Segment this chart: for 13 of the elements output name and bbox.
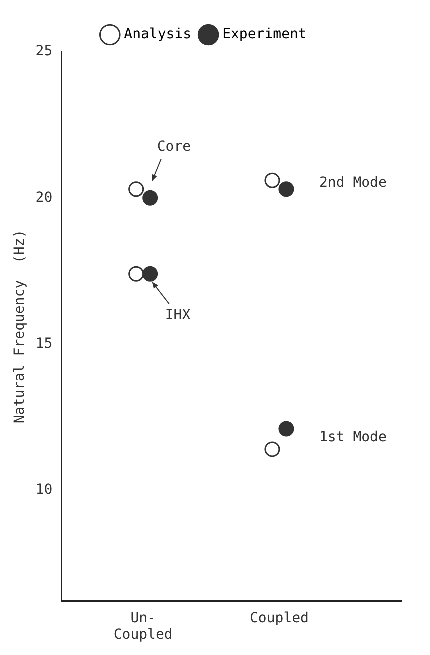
x-tick-label: Coupled [250,610,309,626]
y-tick-label: 25 [36,44,53,60]
y-tick-label: 15 [36,336,53,352]
y-axis-title: Natural Frequency (Hz) [12,230,28,424]
annotation: Core [157,138,192,155]
x-tick-label: Un- Coupled [114,610,173,644]
y-tick-label: 20 [36,190,53,206]
annotation: 2nd Mode [319,175,387,192]
annotation: IHX [165,308,192,324]
legend-label: Experiment [222,26,307,43]
y-tick-label: 10 [36,482,53,498]
annotation: 1st Mode [319,429,387,446]
legend-label: Analysis [124,26,192,43]
